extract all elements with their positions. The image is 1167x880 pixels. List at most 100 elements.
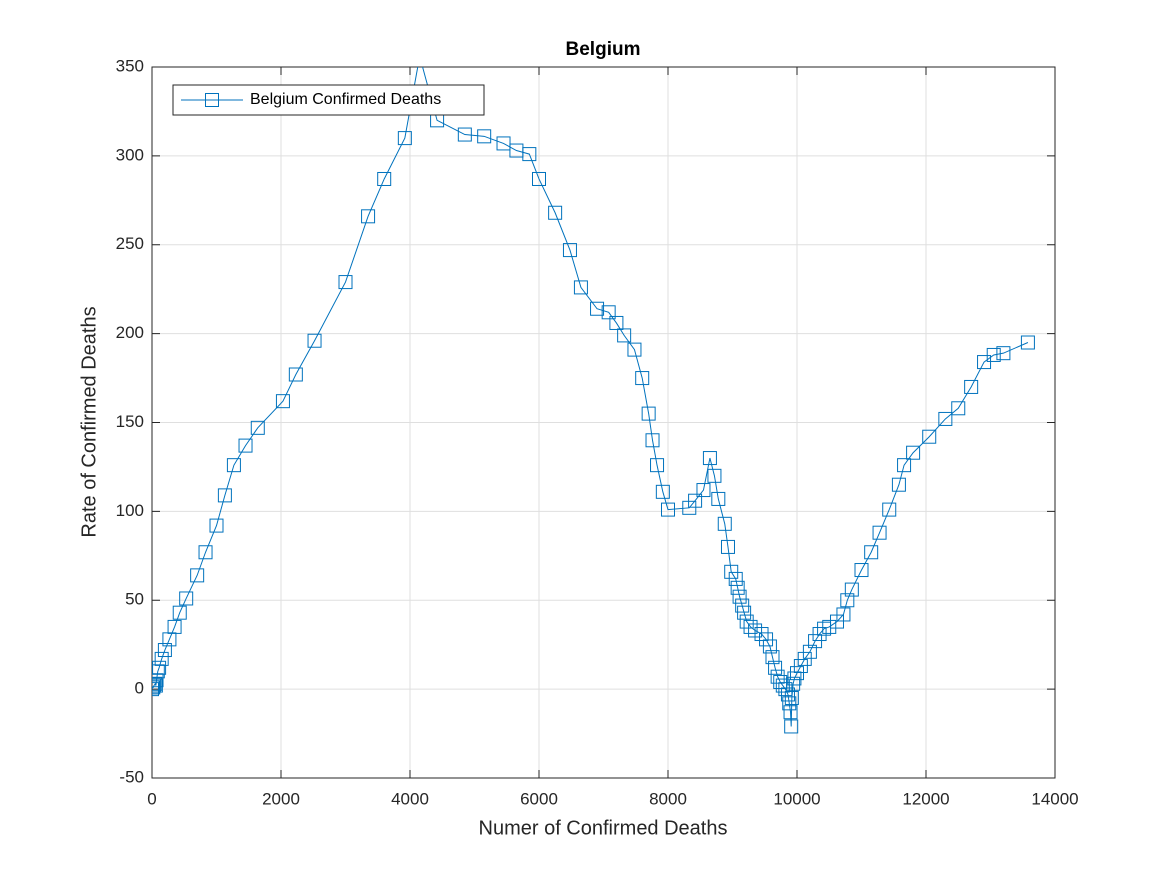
- marker: [338, 275, 353, 290]
- x-tick-label: 0: [147, 789, 156, 808]
- marker: [601, 305, 616, 320]
- marker: [190, 568, 205, 583]
- legend-label: Belgium Confirmed Deaths: [250, 91, 441, 108]
- marker: [532, 171, 546, 186]
- marker: [288, 367, 303, 382]
- marker: [872, 525, 887, 540]
- marker: [152, 676, 163, 691]
- marker: [759, 632, 774, 647]
- marker: [635, 371, 650, 386]
- marker: [822, 619, 837, 634]
- marker: [790, 666, 804, 681]
- marker: [743, 619, 758, 634]
- marker: [782, 696, 797, 711]
- marker: [840, 593, 855, 608]
- y-tick-label: 50: [125, 590, 144, 609]
- marker: [645, 433, 660, 448]
- marker: [650, 458, 665, 473]
- marker: [793, 659, 808, 674]
- x-axis-label: Numer of Confirmed Deaths: [479, 817, 728, 839]
- marker: [457, 127, 472, 142]
- marker: [217, 488, 232, 503]
- marker: [996, 346, 1011, 361]
- marker: [897, 458, 912, 473]
- marker: [977, 355, 992, 370]
- marker: [786, 676, 801, 691]
- marker: [238, 438, 253, 453]
- marker: [688, 493, 703, 508]
- x-tick-label: 2000: [262, 789, 300, 808]
- marker: [172, 605, 187, 620]
- marker: [609, 315, 624, 330]
- y-tick-label: 100: [116, 501, 144, 520]
- y-tick-label: 350: [116, 56, 144, 75]
- marker: [377, 171, 392, 186]
- x-tick-label: 8000: [649, 789, 687, 808]
- marker: [797, 651, 812, 666]
- y-tick-label: 0: [135, 679, 144, 698]
- marker: [720, 539, 735, 554]
- y-tick-label: 250: [116, 234, 144, 253]
- marker: [562, 243, 577, 258]
- marker: [655, 484, 670, 499]
- marker: [783, 705, 798, 720]
- x-tick-label: 4000: [391, 789, 429, 808]
- marker: [922, 429, 937, 444]
- marker: [775, 678, 790, 693]
- marker: [641, 406, 656, 421]
- y-tick-label: 300: [116, 145, 144, 164]
- marker: [1020, 335, 1035, 350]
- marker: [844, 582, 859, 597]
- marker: [179, 591, 194, 606]
- marker: [728, 571, 743, 586]
- marker: [836, 607, 851, 622]
- x-tick-label: 14000: [1031, 789, 1078, 808]
- marker: [854, 563, 869, 578]
- marker: [711, 491, 726, 506]
- x-tick-label: 12000: [902, 789, 949, 808]
- marker: [167, 619, 182, 634]
- marker: [768, 660, 783, 675]
- marker: [250, 420, 265, 435]
- marker: [361, 209, 376, 224]
- marker: [152, 660, 167, 675]
- marker: [573, 280, 588, 295]
- marker: [152, 680, 161, 695]
- marker: [522, 147, 537, 162]
- chart-title: Belgium: [566, 39, 641, 60]
- marker: [762, 639, 777, 654]
- legend-marker: [205, 93, 219, 107]
- marker: [737, 605, 752, 620]
- marker: [275, 394, 290, 409]
- marker: [627, 342, 642, 357]
- marker: [548, 205, 563, 220]
- marker: [784, 719, 799, 734]
- marker: [397, 131, 412, 146]
- marker: [951, 401, 966, 416]
- marker: [682, 500, 697, 515]
- marker: [661, 502, 675, 517]
- marker: [964, 379, 979, 394]
- marker: [696, 483, 711, 498]
- marker: [891, 477, 906, 492]
- marker: [730, 580, 745, 595]
- marker: [152, 664, 165, 679]
- marker: [226, 458, 241, 473]
- marker: [496, 136, 511, 151]
- marker: [986, 347, 1001, 362]
- marker: [477, 129, 492, 144]
- marker: [617, 328, 632, 343]
- marker: [906, 445, 921, 460]
- axes-box: [151, 66, 1056, 779]
- marker: [707, 468, 722, 483]
- marker: [882, 502, 897, 517]
- marker: [198, 545, 213, 560]
- x-tick-label: 6000: [520, 789, 558, 808]
- marker: [765, 650, 780, 665]
- marker: [152, 678, 163, 693]
- marker: [209, 518, 224, 533]
- data-line: [152, 67, 1029, 727]
- y-axis-label: Rate of Confirmed Deaths: [78, 306, 100, 537]
- marker: [808, 634, 823, 649]
